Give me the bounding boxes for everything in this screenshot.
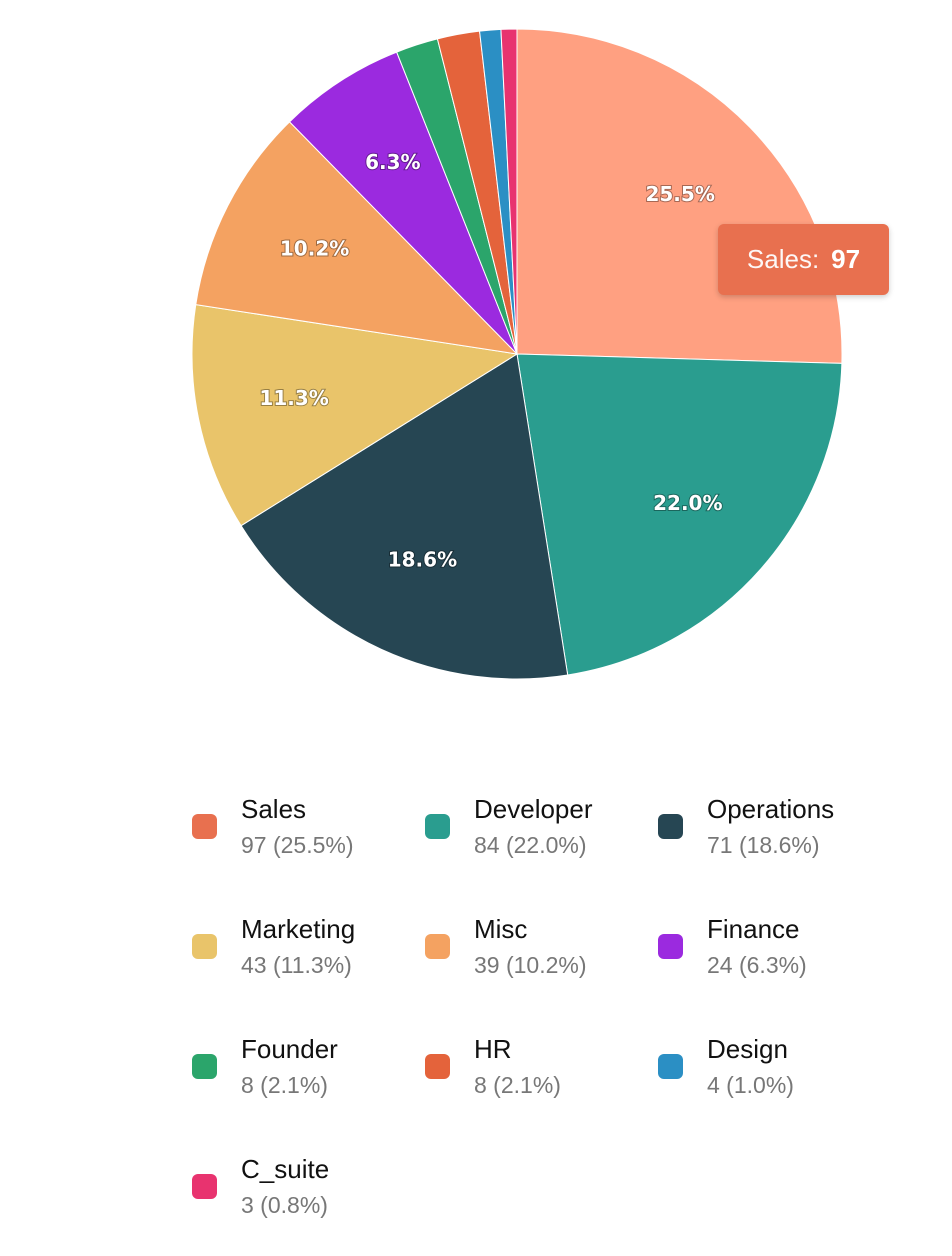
legend-swatch [192,1174,217,1199]
pie-slice-misc[interactable] [195,121,519,355]
legend-label: Design [707,1034,788,1064]
legend-value: 8 (2.1%) [474,1072,561,1098]
legend-swatch [425,934,450,959]
pie-slice-c-suite[interactable] [500,28,518,355]
legend-swatch [425,1054,450,1079]
pie-slice-developer[interactable] [516,353,843,676]
legend-item-c-suite[interactable]: C_suite 3 (0.8%) [192,1150,422,1230]
pie-label-misc: 10.2% [280,237,349,261]
legend-value: 4 (1.0%) [707,1072,794,1098]
pie-slice-marketing[interactable] [191,304,519,527]
legend-label: HR [474,1034,512,1064]
legend-value: 39 (10.2%) [474,952,587,978]
chart-tooltip: Sales: 97 [718,224,889,295]
pie-slice-labels: 25.5% 22.0% 18.6% 11.3% 10.2% 6.3% [258,149,723,573]
pie-slices [191,28,843,680]
legend-item-founder[interactable]: Founder 8 (2.1%) [192,1030,422,1110]
legend-swatch [658,814,683,839]
tooltip-label: Sales: [746,244,820,274]
legend-value: 71 (18.6%) [707,832,820,858]
legend-value: 8 (2.1%) [241,1072,328,1098]
legend-label: Misc [474,914,528,944]
pie-label-sales: 25.5% [645,182,714,206]
pie-label-finance: 6.3% [365,150,420,174]
legend-swatch [192,934,217,959]
legend-item-marketing[interactable]: Marketing 43 (11.3%) [192,910,422,990]
pie-chart: 25.5% 22.0% 18.6% 11.3% 10.2% 6.3% [191,28,843,680]
legend-value: 3 (0.8%) [241,1192,328,1218]
tooltip-value: 97 [831,244,861,274]
legend-item-misc[interactable]: Misc 39 (10.2%) [425,910,655,990]
legend-label: Sales [241,794,307,824]
pie-label-marketing: 11.3% [259,386,328,410]
legend-label: Operations [707,794,835,824]
legend-label: Founder [241,1034,338,1064]
legend-swatch [192,1054,217,1079]
pie-label-developer: 22.0% [653,491,722,515]
legend-swatch [658,1054,683,1079]
legend-label: C_suite [241,1154,330,1184]
legend-item-operations[interactable]: Operations 71 (18.6%) [658,790,888,870]
pie-slice-finance[interactable] [288,51,518,355]
legend-item-hr[interactable]: HR 8 (2.1%) [425,1030,655,1110]
legend-swatch [425,814,450,839]
legend-label: Developer [474,794,593,824]
legend-swatch [192,814,217,839]
legend-value: 84 (22.0%) [474,832,587,858]
legend-item-finance[interactable]: Finance 24 (6.3%) [658,910,888,990]
legend-item-sales[interactable]: Sales 97 (25.5%) [192,790,422,870]
legend-item-design[interactable]: Design 4 (1.0%) [658,1030,888,1110]
legend-label: Finance [707,914,800,944]
legend-value: 97 (25.5%) [241,832,354,858]
pie-label-operations: 18.6% [388,547,457,571]
legend-label: Marketing [241,914,356,944]
legend-item-developer[interactable]: Developer 84 (22.0%) [425,790,655,870]
legend-value: 43 (11.3%) [241,952,352,978]
legend-value: 24 (6.3%) [707,952,807,978]
pie-slice-operations[interactable] [240,353,569,680]
legend-swatch [658,934,683,959]
